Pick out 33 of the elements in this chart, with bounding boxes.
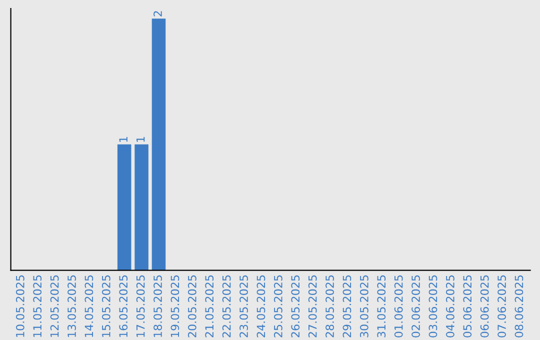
x-tick-label: 18.05.2025 — [154, 275, 162, 337]
x-tick-label: 13.05.2025 — [68, 275, 76, 337]
x-tick-label: 06.06.2025 — [480, 275, 489, 338]
x-tick-label: 01.06.2025 — [394, 275, 403, 338]
x-tick-label: 15.05.2025 — [102, 275, 110, 337]
x-tick-label: 17.05.2025 — [136, 275, 145, 337]
x-tick-label: 16.05.2025 — [119, 275, 128, 337]
x-tick-label: 30.05.2025 — [360, 275, 368, 338]
x-tick-label: 28.05.2025 — [326, 275, 334, 338]
x-tick-label: 29.05.2025 — [342, 275, 352, 338]
x-tick-label: 07.06.2025 — [498, 275, 506, 338]
x-tick-label: 26.05.2025 — [291, 275, 300, 338]
x-tick-label: 02.06.2025 — [412, 275, 420, 338]
x-tick-label: 04.06.2025 — [446, 275, 454, 338]
x-tick-label: 22.05.2025 — [222, 275, 231, 338]
data-label: 1 — [136, 137, 145, 142]
x-tick-label: 19.05.2025 — [170, 275, 180, 337]
x-tick-label: 10.05.2025 — [16, 275, 24, 337]
x-tick-label: 11.05.2025 — [33, 275, 42, 337]
x-tick-label: 24.05.2025 — [256, 275, 266, 338]
x-tick-label: 08.06.2025 — [514, 275, 524, 338]
x-tick-label: 12.05.2025 — [50, 275, 59, 337]
data-label: 1 — [119, 137, 128, 142]
x-tick-label: 03.06.2025 — [428, 275, 438, 338]
x-tick-label: 25.05.2025 — [274, 275, 282, 338]
x-tick-label: 27.05.2025 — [308, 275, 317, 338]
data-label: 2 — [154, 11, 162, 16]
x-tick-label: 21.05.2025 — [205, 275, 214, 338]
x-tick-label: 23.05.2025 — [240, 275, 248, 338]
x-tick-label: 05.06.2025 — [463, 275, 472, 338]
x-tick-label: 20.05.2025 — [188, 275, 196, 338]
x-tick-label: 14.05.2025 — [84, 275, 94, 337]
x-tick-label: 31.05.2025 — [377, 275, 386, 338]
